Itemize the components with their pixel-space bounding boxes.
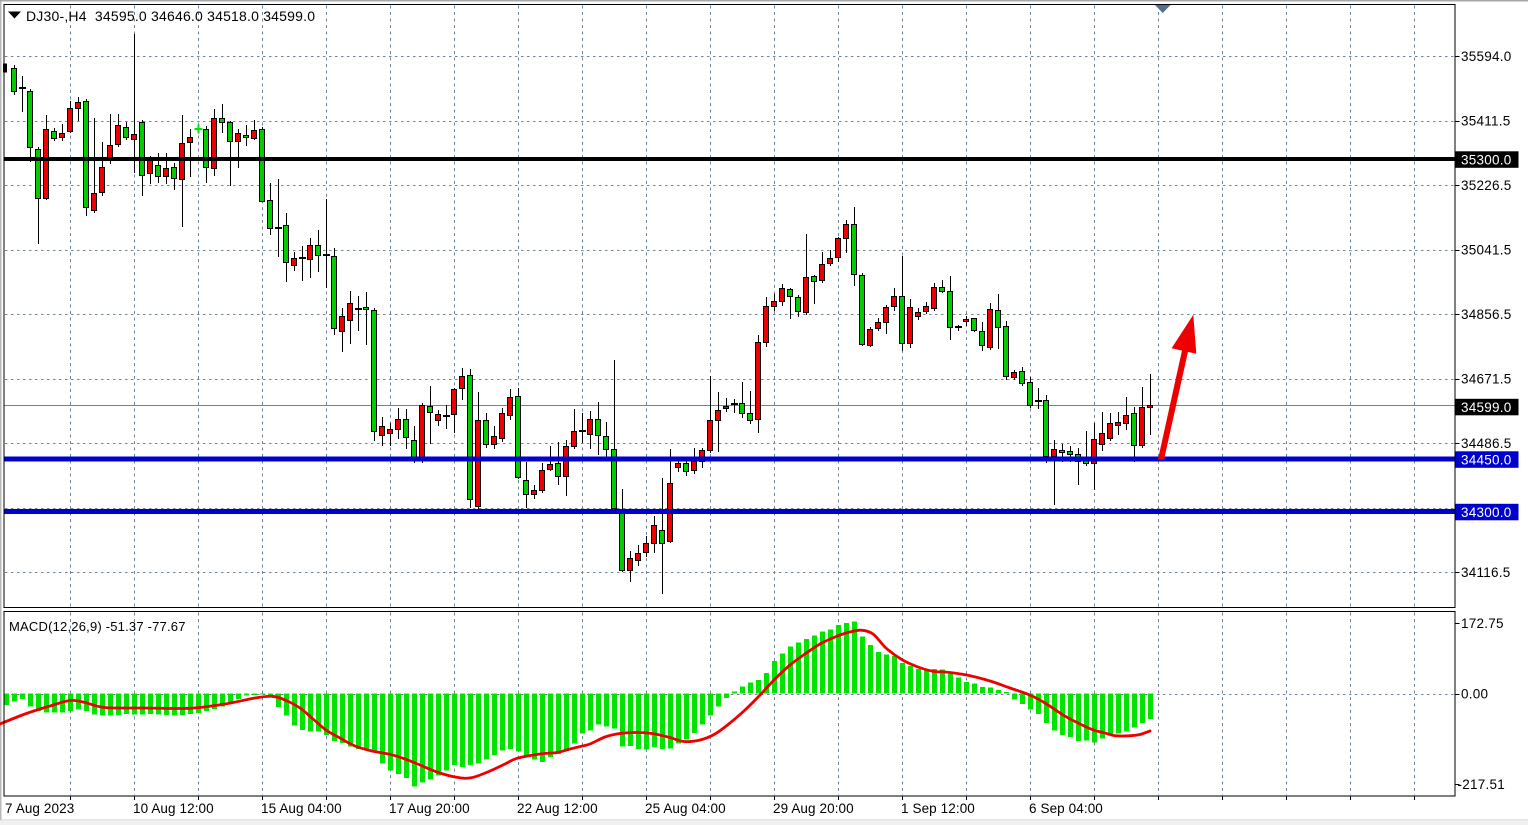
svg-text:35300.0: 35300.0 (1461, 152, 1512, 167)
svg-text:25 Aug 04:00: 25 Aug 04:00 (645, 801, 726, 816)
svg-text:-217.51: -217.51 (1458, 777, 1506, 792)
svg-text:10 Aug 12:00: 10 Aug 12:00 (133, 801, 214, 816)
svg-text:35411.5: 35411.5 (1461, 113, 1511, 128)
svg-text:34599.0: 34599.0 (1461, 400, 1512, 415)
svg-text:35594.0: 35594.0 (1461, 49, 1512, 64)
svg-text:34116.5: 34116.5 (1461, 565, 1511, 580)
svg-text:34671.5: 34671.5 (1461, 372, 1512, 387)
svg-text:35041.5: 35041.5 (1461, 243, 1512, 258)
svg-text:17 Aug 20:00: 17 Aug 20:00 (389, 801, 470, 816)
svg-text:1 Sep 12:00: 1 Sep 12:00 (901, 801, 975, 816)
svg-text:7 Aug 2023: 7 Aug 2023 (5, 801, 74, 816)
svg-text:35226.5: 35226.5 (1461, 178, 1512, 193)
svg-text:22 Aug 12:00: 22 Aug 12:00 (517, 801, 598, 816)
svg-text:34856.5: 34856.5 (1461, 307, 1512, 322)
svg-text:DJ30-,H4 34595.0 34646.0 3451: DJ30-,H4 34595.0 34646.0 34518.0 34599.0 (26, 8, 315, 24)
svg-text:6 Sep 04:00: 6 Sep 04:00 (1029, 801, 1103, 816)
svg-text:34300.0: 34300.0 (1461, 505, 1512, 520)
svg-text:0.00: 0.00 (1461, 686, 1488, 701)
svg-text:34486.5: 34486.5 (1461, 436, 1512, 451)
svg-text:15 Aug 04:00: 15 Aug 04:00 (261, 801, 342, 816)
svg-text:34450.0: 34450.0 (1461, 452, 1512, 467)
svg-text:MACD(12,26,9) -51.37 -77.67: MACD(12,26,9) -51.37 -77.67 (9, 619, 186, 634)
svg-text:172.75: 172.75 (1461, 616, 1504, 631)
svg-text:29 Aug 20:00: 29 Aug 20:00 (773, 801, 854, 816)
